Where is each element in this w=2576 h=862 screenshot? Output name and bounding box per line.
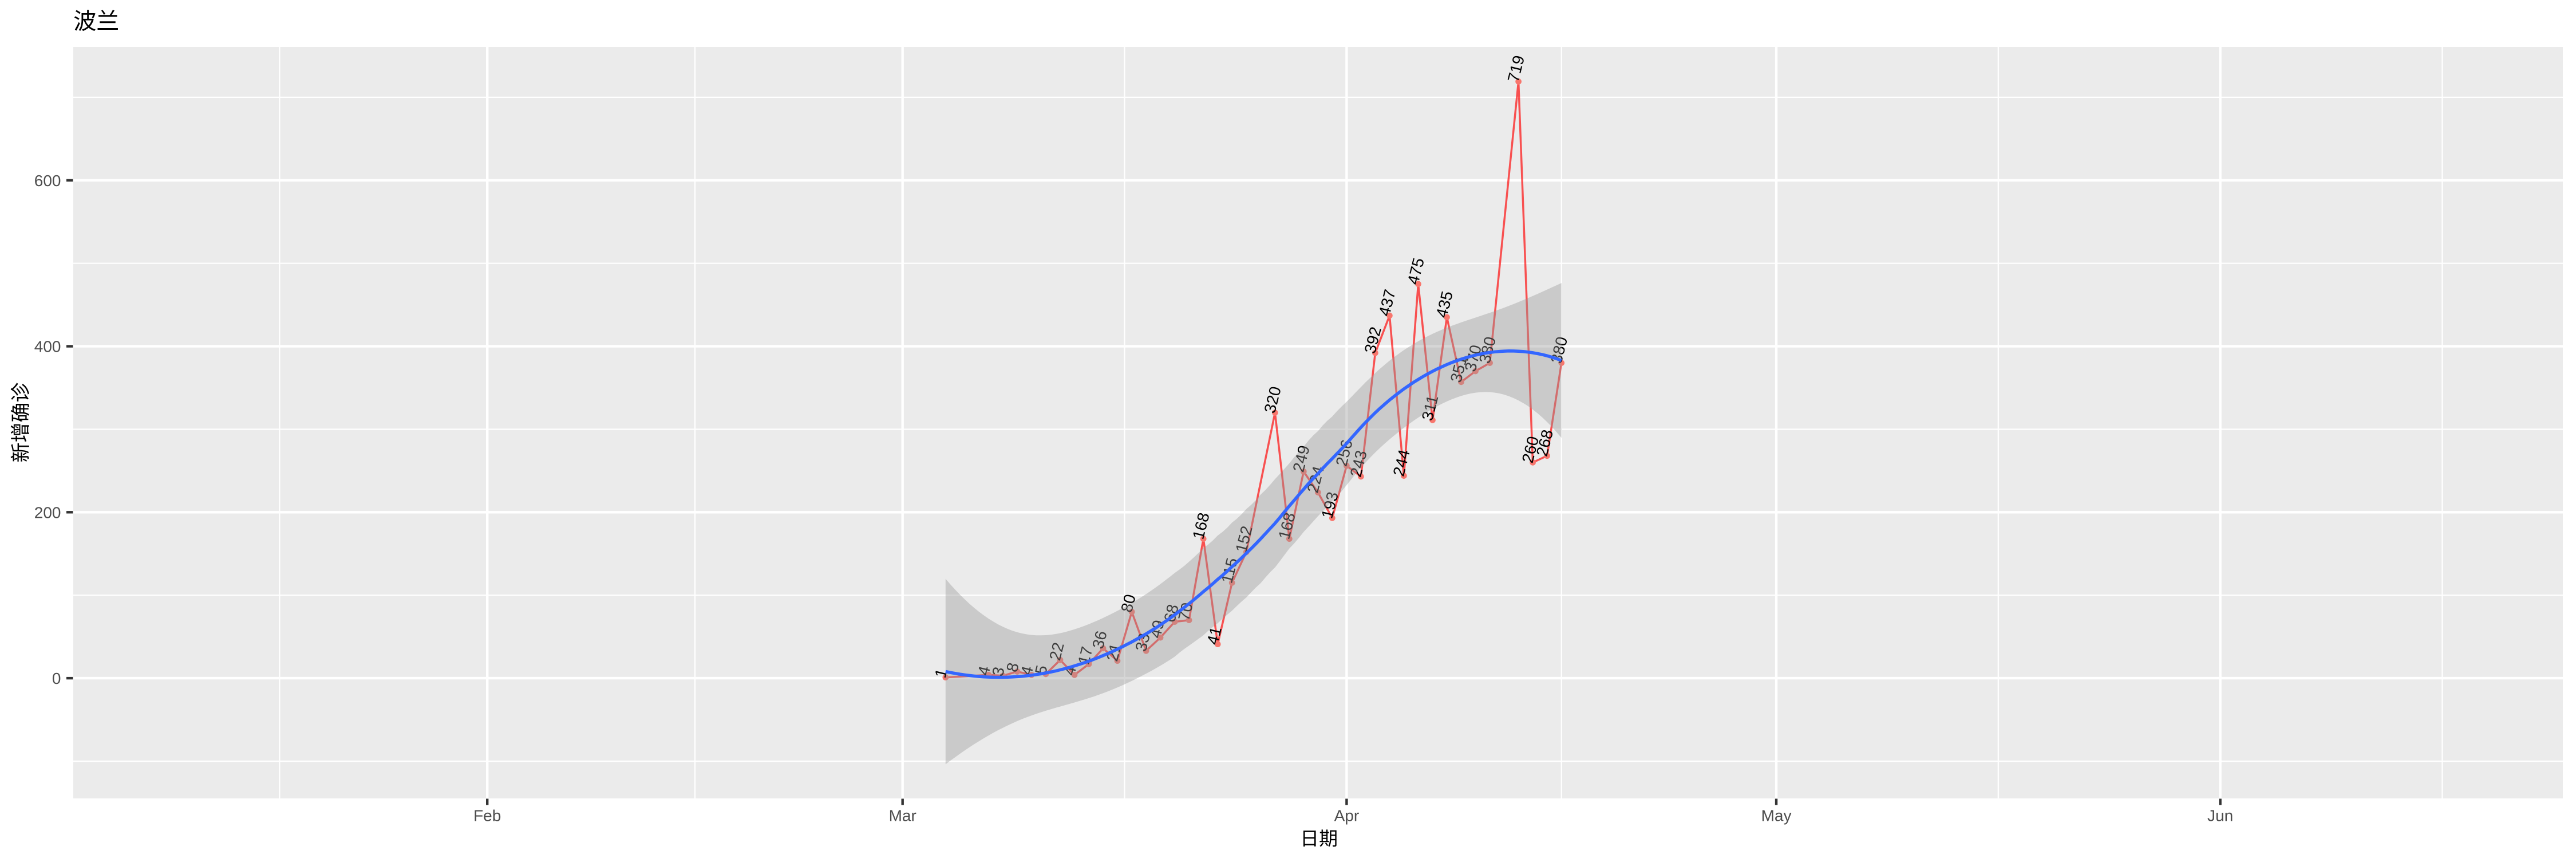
svg-text:Jun: Jun xyxy=(2207,807,2233,825)
svg-text:3: 3 xyxy=(989,665,1008,678)
svg-text:22: 22 xyxy=(1046,640,1068,662)
svg-text:80: 80 xyxy=(1117,592,1139,614)
svg-text:8: 8 xyxy=(1003,661,1022,674)
svg-text:0: 0 xyxy=(52,670,61,687)
svg-text:May: May xyxy=(1761,807,1792,825)
svg-text:Apr: Apr xyxy=(1334,807,1360,825)
svg-text:4: 4 xyxy=(974,664,994,678)
svg-text:Mar: Mar xyxy=(889,807,916,825)
svg-text:Feb: Feb xyxy=(473,807,501,825)
svg-text:200: 200 xyxy=(34,503,61,521)
svg-text:400: 400 xyxy=(34,338,61,356)
svg-text:600: 600 xyxy=(34,172,61,190)
svg-text:36: 36 xyxy=(1089,629,1111,651)
svg-text:1: 1 xyxy=(931,667,951,680)
svg-text:41: 41 xyxy=(1203,625,1225,647)
